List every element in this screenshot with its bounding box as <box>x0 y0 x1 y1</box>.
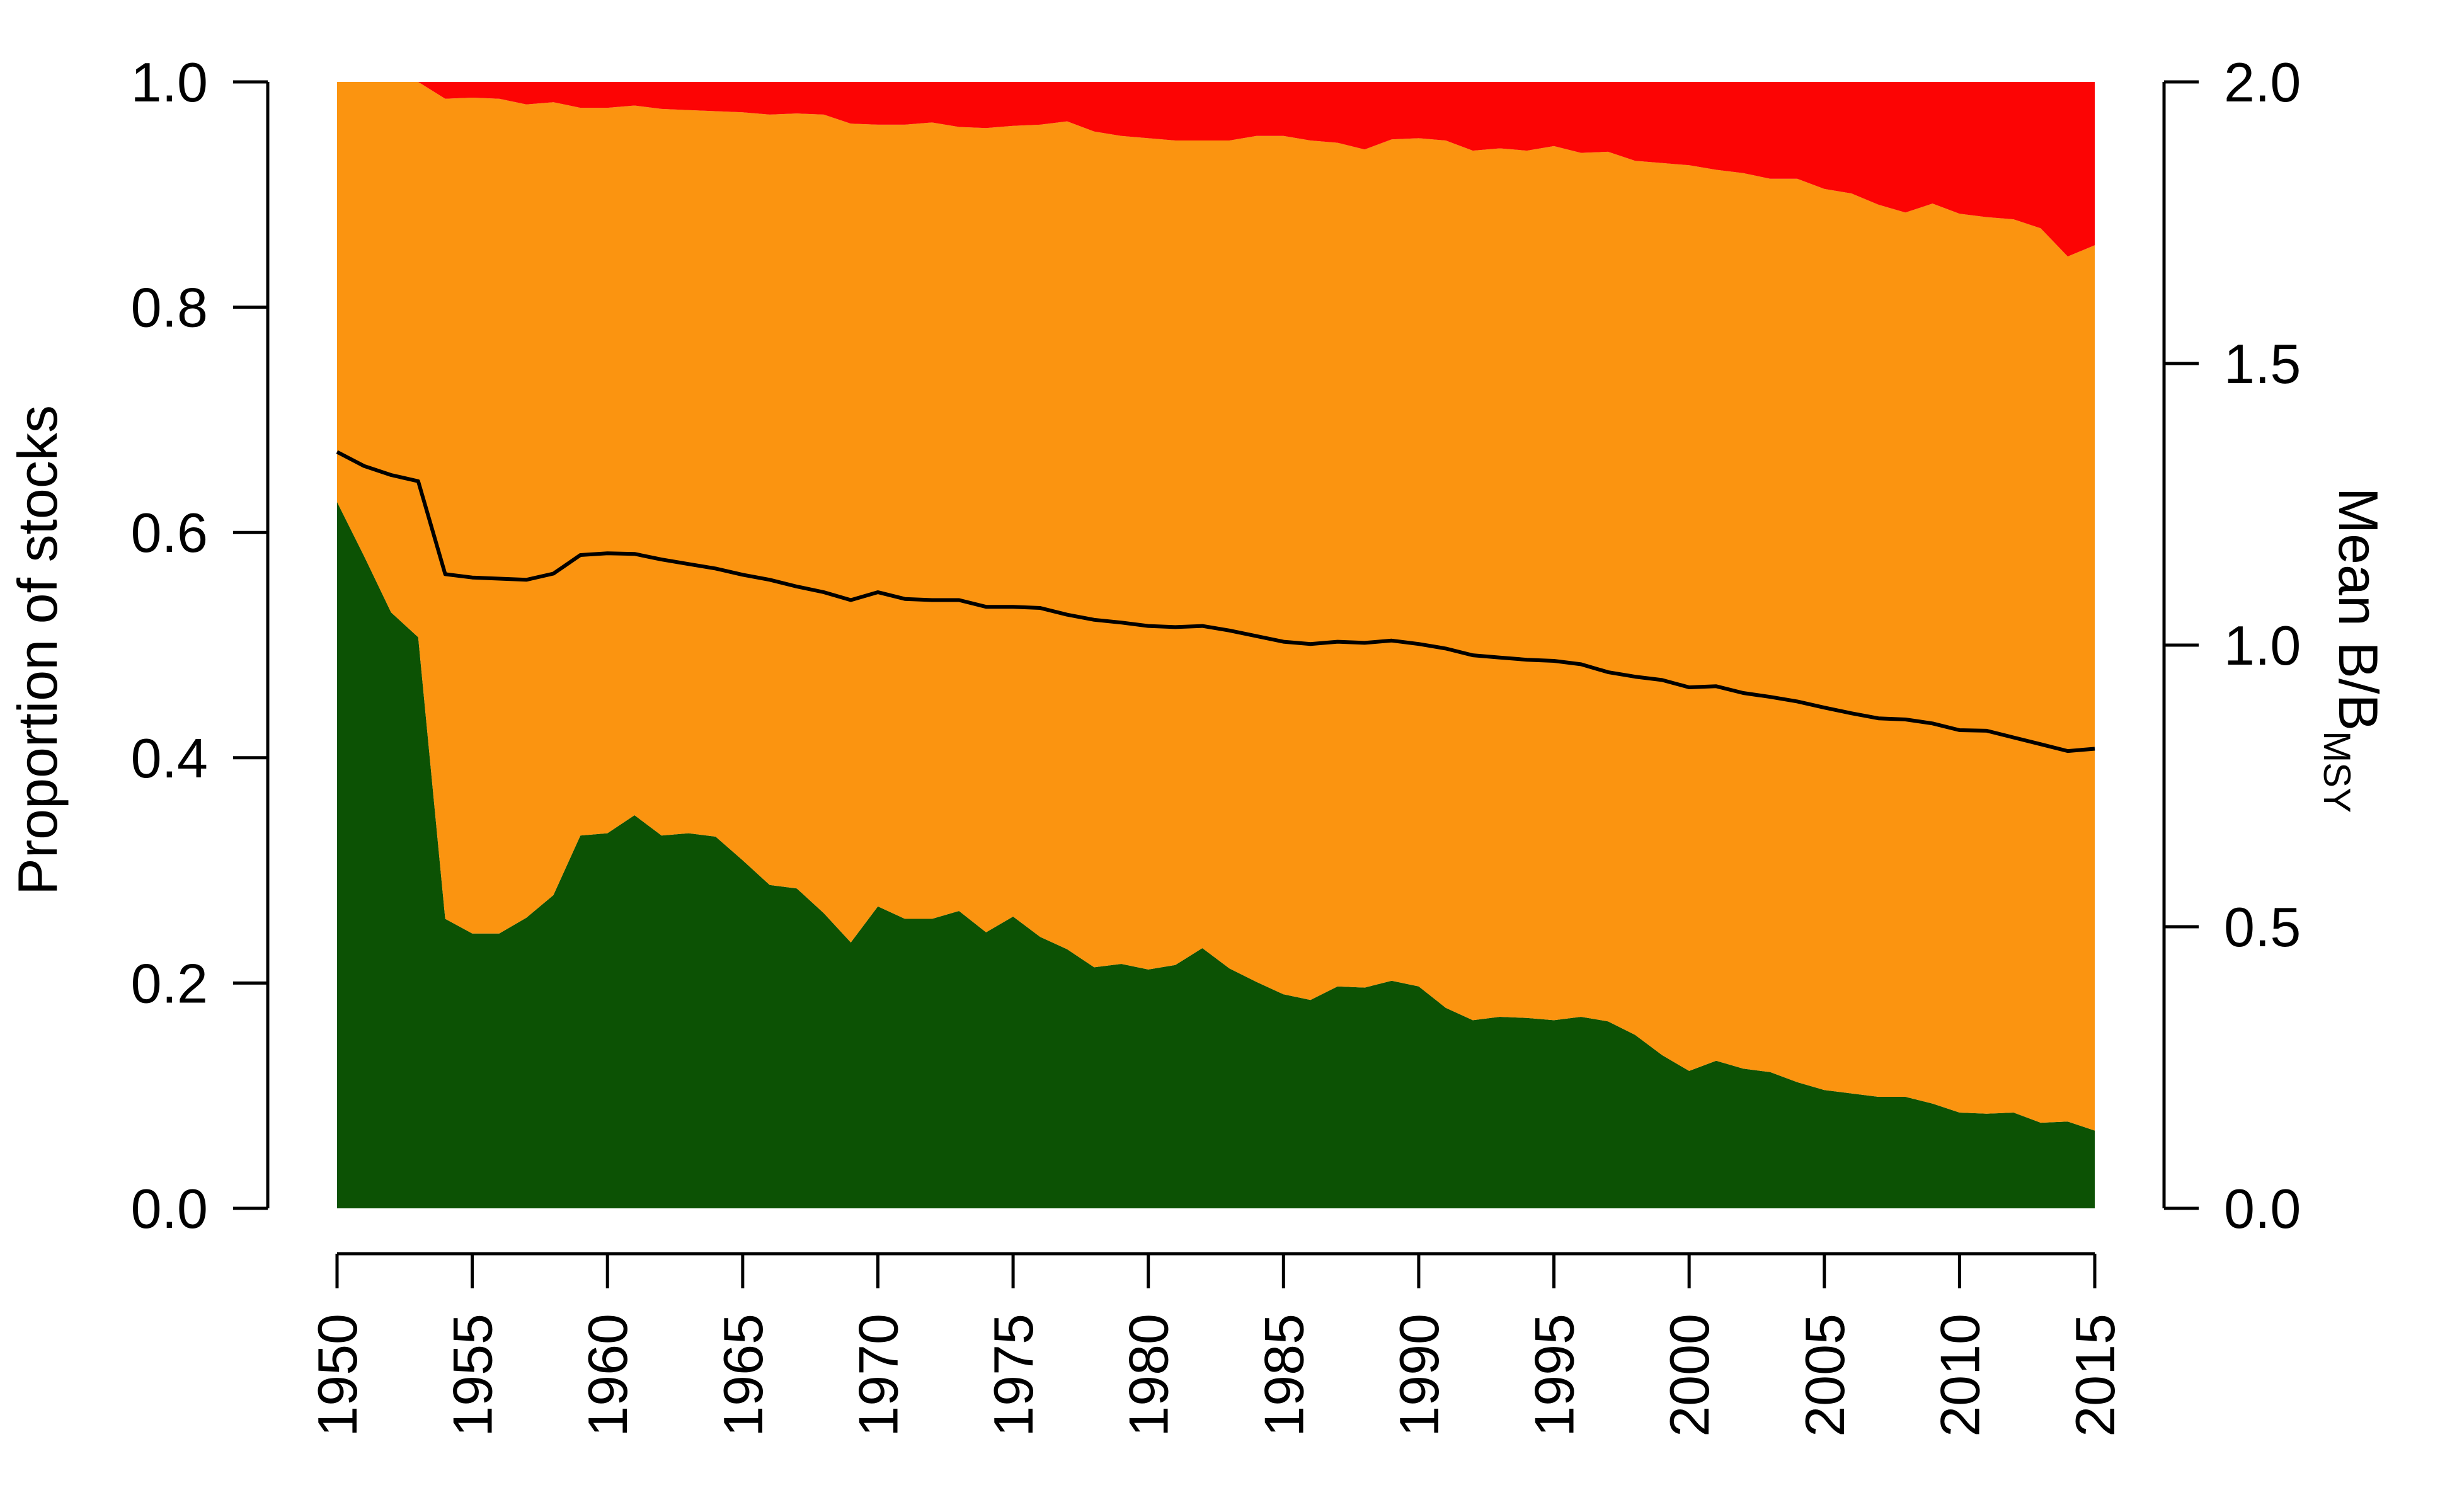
left-tick-label: 0.6 <box>131 501 208 564</box>
x-axis: 1950 1955 1960 1965 1970 1975 1980 1985 1990 1995… <box>306 1252 2126 1437</box>
left-y-axis: 0.0 0.2 0.4 0.6 0.8 1.0 <box>131 51 270 1240</box>
mean-b-bmsy-line <box>336 450 2095 753</box>
stacked-areas <box>337 82 2095 1208</box>
x-tick-label: 2005 <box>1794 1314 1856 1437</box>
x-tick-label: 1980 <box>1118 1314 1180 1437</box>
right-y-axis-label-main: Mean B/B <box>2327 488 2390 731</box>
area-series-middle <box>337 82 2095 1131</box>
x-tick-label: 1960 <box>576 1314 639 1437</box>
x-tick-label: 1995 <box>1523 1314 1586 1437</box>
right-y-axis-label: Mean B/BMSY <box>2316 488 2390 813</box>
x-tick-label: 1990 <box>1388 1314 1450 1437</box>
x-tick-label: 1975 <box>982 1314 1045 1437</box>
right-tick-label: 1.5 <box>2224 333 2301 395</box>
x-tick-label: 1965 <box>712 1314 774 1437</box>
x-tick-label: 1950 <box>306 1314 369 1437</box>
right-tick-label: 1.0 <box>2224 614 2301 677</box>
x-tick-label: 2015 <box>2064 1314 2126 1437</box>
x-tick-label: 2000 <box>1658 1314 1721 1437</box>
area-series-bottom <box>337 501 2095 1208</box>
left-tick-label: 1.0 <box>131 51 208 113</box>
right-tick-label: 0.5 <box>2224 896 2301 958</box>
right-tick-label: 0.0 <box>2224 1177 2301 1240</box>
right-y-axis: 0.0 0.5 1.0 1.5 2.0 <box>2162 51 2301 1240</box>
area-series-top <box>337 82 2095 257</box>
left-tick-label: 0.8 <box>131 277 208 339</box>
right-y-axis-label-subscript: MSY <box>2316 731 2358 813</box>
right-tick-label: 2.0 <box>2224 51 2301 113</box>
x-tick-label: 1970 <box>847 1314 909 1437</box>
left-tick-label: 0.2 <box>131 952 208 1014</box>
left-tick-label: 0.0 <box>131 1177 208 1240</box>
left-tick-label: 0.4 <box>131 727 208 789</box>
y-axis-label: Proportion of stocks <box>6 405 69 895</box>
x-tick-label: 1955 <box>442 1314 504 1437</box>
mean-line-layer <box>336 450 2095 753</box>
x-tick-label: 2010 <box>1928 1314 1991 1437</box>
x-tick-label: 1985 <box>1252 1314 1315 1437</box>
